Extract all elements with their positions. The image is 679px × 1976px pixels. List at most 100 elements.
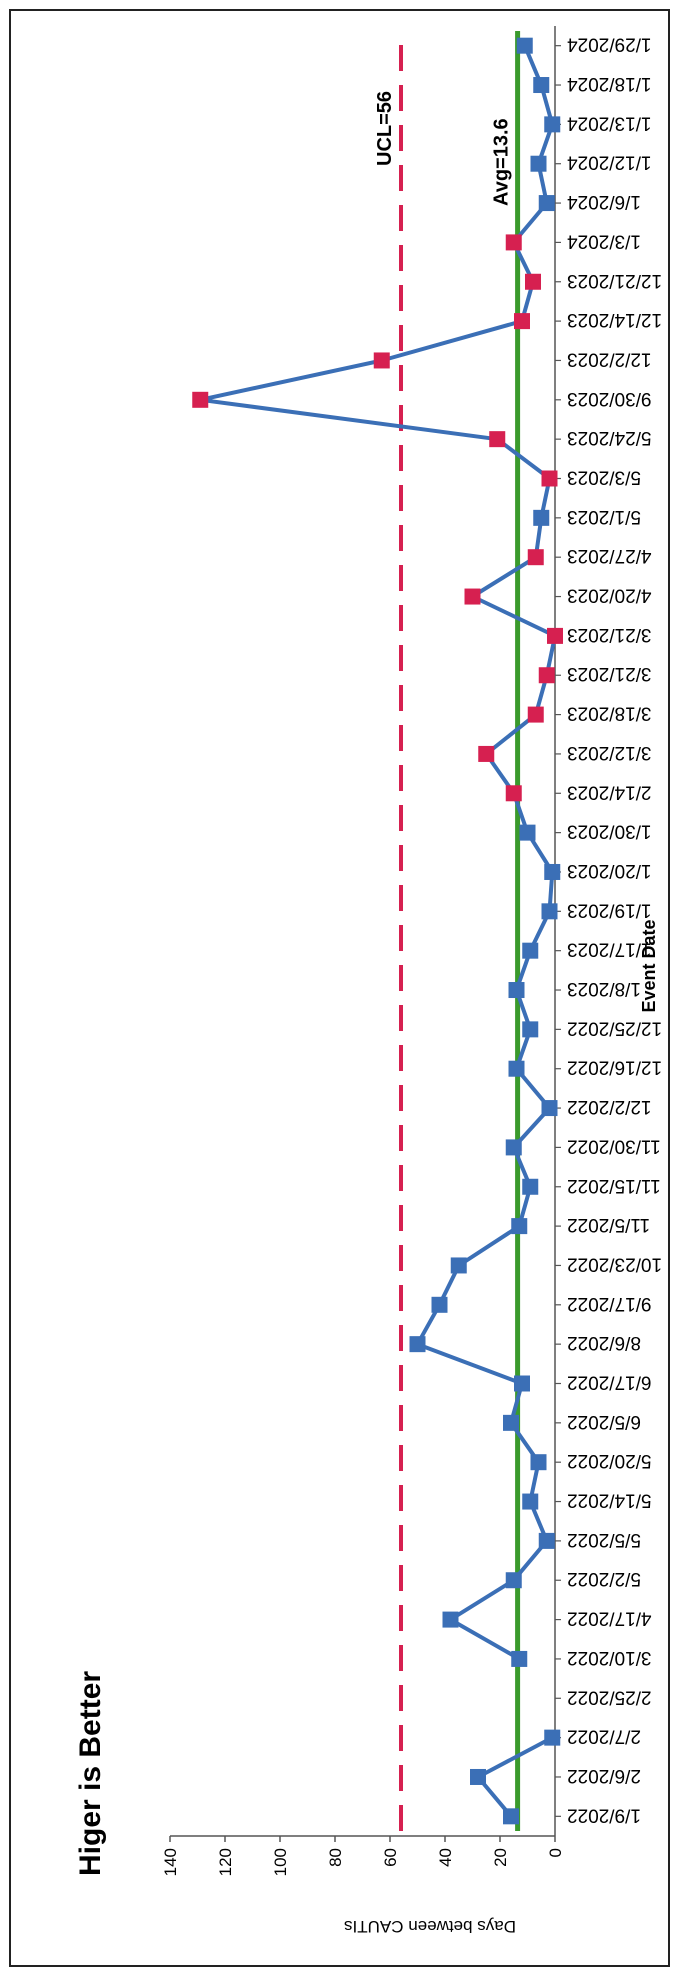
data-point-special [514,313,530,330]
data-point [530,155,547,172]
data-point [503,1808,519,1825]
x-tick-label: 2/6/2022 [567,1765,641,1786]
data-point [514,1375,530,1392]
x-tick-label: 1/18/2024 [567,73,652,94]
data-point [530,1454,547,1471]
x-tick-label: 12/14/2023 [567,309,662,330]
data-point-special [525,273,541,290]
x-tick-label: 1/19/2023 [567,899,652,920]
data-point [533,77,550,94]
data-point [503,1414,519,1431]
y-tick-label: 0 [546,1848,565,1857]
x-tick-label: 10/23/2022 [567,1253,662,1274]
x-tick-label: 5/20/2022 [567,1450,652,1471]
data-point [522,1178,539,1195]
data-point-special [547,627,563,644]
data-point-special [538,667,555,684]
data-point-special [192,391,209,408]
x-tick-label: 5/1/2023 [567,506,641,527]
data-point [450,1257,467,1274]
x-tick-label: 12/25/2022 [567,1017,662,1038]
x-tick-label: 3/21/2023 [567,624,652,645]
x-tick-label: 1/20/2023 [567,860,652,881]
ucl-label: UCL=56 [374,91,396,166]
x-tick-label: 3/10/2022 [567,1647,652,1668]
x-tick-label: 4/17/2022 [567,1608,652,1629]
x-tick-label: 2/14/2023 [567,781,652,802]
x-tick-label: 9/30/2023 [567,388,652,409]
x-tick-label: 5/14/2022 [567,1490,652,1511]
data-point [442,1611,459,1628]
x-tick-label: 1/3/2024 [567,230,641,251]
x-tick-label: 12/16/2022 [567,1057,662,1078]
y-tick-label: 80 [326,1848,345,1867]
data-point-special [527,706,544,723]
x-tick-label: 5/2/2022 [567,1568,641,1589]
data-point-special [505,785,522,802]
x-tick-label: 11/5/2022 [567,1214,650,1235]
x-tick-label: 1/13/2024 [567,112,652,133]
x-tick-label: 12/2/2022 [567,1096,652,1117]
x-tick-label: 4/20/2023 [567,585,652,606]
x-tick-label: 11/30/2022 [567,1135,661,1156]
y-tick-label: 140 [161,1848,180,1876]
data-point [538,195,555,212]
x-tick-label: 1/29/2024 [567,34,652,55]
data-point [409,1336,426,1353]
x-tick-label: 1/30/2023 [567,821,652,842]
x-tick-label: 1/9/2022 [567,1804,641,1825]
data-point [505,1139,522,1156]
x-tick-label: 5/24/2023 [567,427,652,448]
x-tick-label: 3/18/2023 [567,703,652,724]
y-tick-label: 20 [491,1848,510,1867]
chart-title: Higer is Better [74,1671,107,1876]
data-point-special [541,470,558,487]
x-tick-label: 1/12/2024 [567,152,652,173]
x-tick-label: 12/2/2023 [567,348,652,369]
y-tick-label: 120 [216,1848,235,1876]
x-tick-label: 5/3/2023 [567,467,641,488]
data-point [544,116,561,133]
data-point [541,1100,558,1117]
chart-border [9,9,670,1967]
data-point-special [478,745,495,762]
x-tick-label: 9/17/2022 [567,1293,652,1314]
data-point-special [489,431,506,448]
x-tick-label: 12/21/2023 [567,270,662,291]
data-point-special [527,549,544,566]
y-axis-label: Days between CAUTIs [344,1917,516,1936]
y-tick-label: 60 [381,1848,400,1867]
data-point [511,1650,528,1667]
data-point [516,37,533,54]
x-tick-label: 1/6/2024 [567,191,641,212]
data-point [544,863,561,880]
x-tick-label: 1/17/2023 [567,939,652,960]
data-point [522,942,539,959]
data-point [522,1493,539,1510]
data-point [511,1218,528,1235]
data-point-special [373,352,390,369]
data-point [505,1572,522,1589]
average-label: Avg=13.6 [491,118,513,206]
data-point [431,1296,448,1313]
x-tick-label: 2/25/2022 [567,1686,652,1707]
data-point [470,1768,486,1785]
data-point [538,1532,555,1549]
data-point [519,824,536,841]
x-tick-label: 4/27/2023 [567,545,652,566]
x-tick-label: 2/7/2022 [567,1726,641,1747]
data-point [533,509,550,526]
data-point [522,1021,539,1038]
y-tick-label: 100 [271,1848,290,1876]
data-point-special [505,234,522,251]
data-point [541,903,558,920]
data-point [508,982,525,999]
data-point-special [464,588,481,605]
x-tick-label: 6/5/2022 [567,1411,641,1432]
x-tick-label: 3/12/2023 [567,742,652,763]
x-tick-label: 5/5/2022 [567,1529,641,1550]
x-tick-label: 3/21/2023 [567,663,652,684]
